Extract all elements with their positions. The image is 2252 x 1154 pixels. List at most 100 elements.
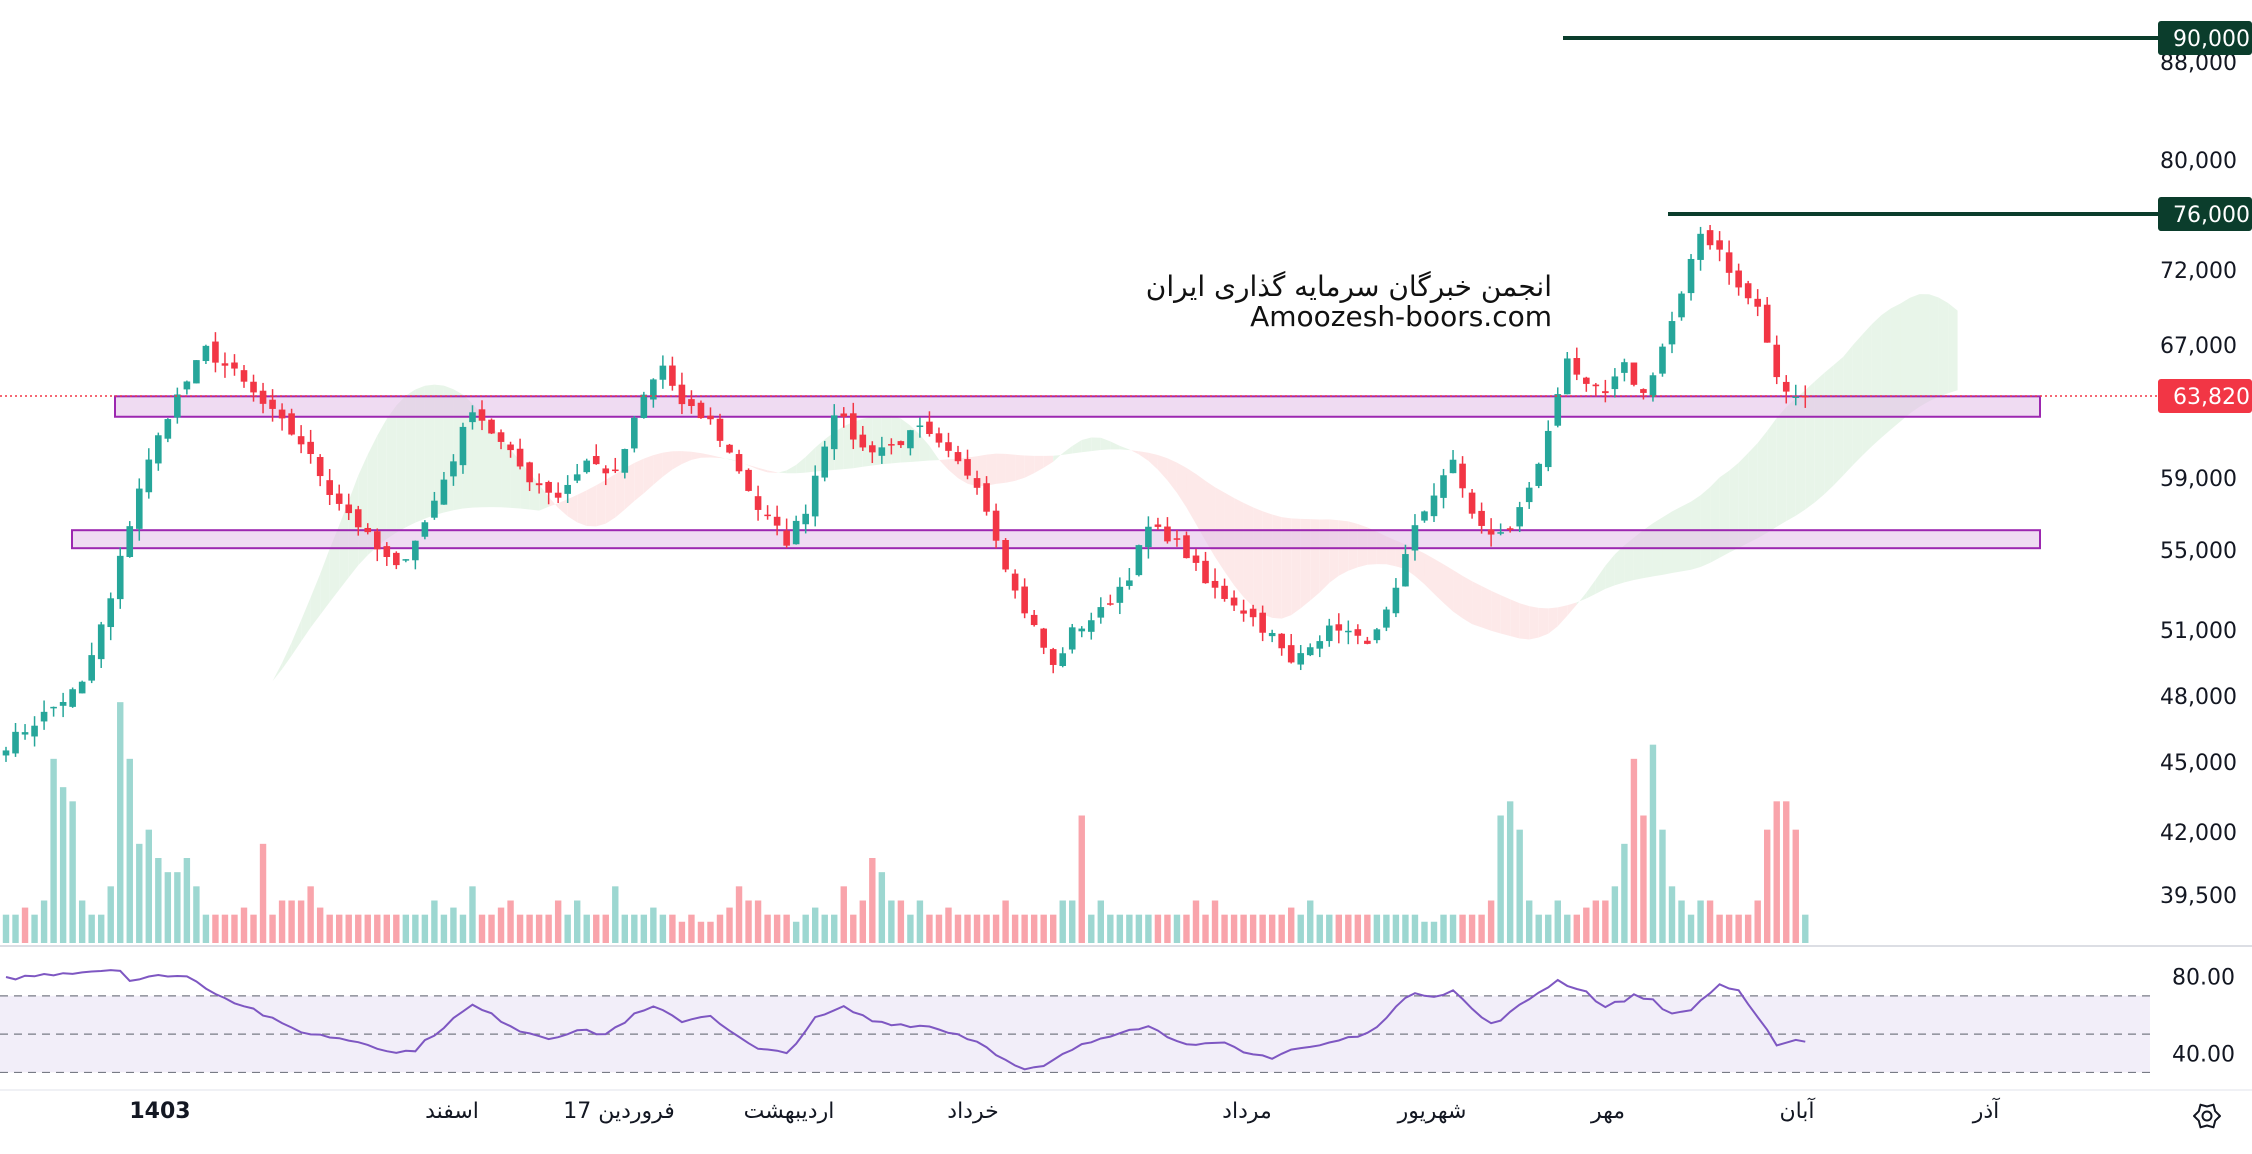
volume-bar — [221, 914, 229, 943]
candle — [421, 520, 429, 540]
candle — [240, 365, 248, 388]
cloud-segment — [1576, 592, 1587, 605]
candle — [1649, 372, 1657, 402]
volume-bar — [716, 914, 724, 943]
cloud-segment — [1015, 454, 1025, 481]
candle-body — [126, 526, 134, 557]
cloud-segment — [634, 458, 644, 502]
candle — [450, 454, 457, 486]
cloud-segment — [558, 499, 568, 517]
volume-bar — [240, 907, 248, 943]
candle — [269, 389, 276, 422]
volume-bar — [583, 914, 590, 943]
cloud-segment — [1776, 407, 1787, 527]
cloud-segment — [158, 741, 168, 751]
candle-body — [1059, 653, 1067, 667]
cloud-segment — [1462, 575, 1473, 625]
candle-body — [1383, 609, 1390, 628]
candle — [621, 448, 629, 479]
candle — [954, 445, 962, 465]
cloud-segment — [1557, 605, 1568, 627]
candle-body — [431, 500, 438, 518]
candle-body — [859, 434, 867, 448]
cloud-segment — [320, 548, 330, 615]
volume-bar — [297, 900, 305, 943]
volume-bar — [202, 914, 210, 943]
candle — [1573, 347, 1581, 381]
candle — [888, 438, 895, 455]
volume-bar — [1478, 914, 1485, 943]
gear-icon[interactable] — [2193, 1103, 2221, 1129]
candle — [783, 518, 790, 549]
volume-bar — [535, 914, 543, 943]
ichimoku-cloud — [158, 294, 1958, 751]
candle — [88, 642, 95, 684]
volume-bar — [697, 921, 705, 943]
volume-bar — [707, 921, 714, 943]
candle — [412, 540, 419, 570]
time-tick-label: خرداد — [947, 1099, 998, 1124]
cloud-segment — [186, 730, 197, 736]
time-axis[interactable]: 1403 اسفند 17 فروردین اردیبهشت خرداد مرداد شهر… — [0, 1089, 2252, 1129]
candle-body — [821, 446, 829, 478]
volume-bar — [1373, 914, 1381, 943]
volume-bar — [1783, 801, 1790, 943]
cloud-segment — [681, 451, 692, 464]
volume-bar — [669, 914, 676, 943]
candle — [183, 380, 191, 395]
cloud-segment — [891, 415, 901, 464]
price-axis[interactable]: 88,000 80,000 72,000 67,000 59,000 55,000 51,0… — [0, 21, 2252, 947]
volume-bar — [1307, 900, 1314, 943]
level-badge — [2158, 21, 2252, 55]
candle-body — [478, 409, 486, 421]
candle-body — [1164, 526, 1171, 542]
volume-bar — [1430, 921, 1438, 943]
cloud-segment — [310, 573, 321, 628]
candle-body — [973, 478, 981, 488]
candle-body — [78, 681, 86, 694]
volume-bar — [269, 914, 276, 943]
candle — [193, 360, 200, 384]
candle-body — [1087, 620, 1095, 632]
candle — [811, 465, 819, 527]
candle-body — [621, 449, 629, 473]
volume-bar — [1592, 900, 1600, 943]
volume-bar — [1487, 900, 1495, 943]
volume-bar — [907, 914, 914, 943]
candle — [1421, 510, 1428, 523]
candle-body — [1763, 304, 1771, 343]
candle-body — [1668, 321, 1676, 345]
volume-bar — [954, 914, 962, 943]
cloud-segment — [596, 479, 606, 527]
candle — [1563, 352, 1571, 395]
candle — [50, 706, 57, 717]
candle — [1678, 291, 1685, 321]
cloud-segment — [1081, 437, 1092, 453]
candle-body — [335, 493, 343, 504]
candle — [1468, 489, 1476, 519]
candle-body — [611, 469, 619, 472]
volume-bar — [307, 886, 314, 943]
cloud-segment — [1453, 570, 1463, 619]
candle-body — [297, 436, 305, 445]
cloud-segment — [986, 453, 997, 486]
cloud-segment — [196, 726, 206, 731]
cloud-segment — [1100, 437, 1111, 450]
volume-bar — [726, 907, 733, 943]
cloud-segment — [624, 462, 635, 510]
cloud-segment — [1196, 474, 1206, 541]
volume-bar — [507, 900, 514, 943]
candle-body — [88, 655, 95, 681]
candle-body — [421, 522, 429, 537]
volume-bar — [802, 914, 809, 943]
candle-body — [97, 624, 105, 660]
candle-body — [1592, 384, 1600, 387]
volume-bar — [1659, 829, 1666, 943]
volume-bar — [1640, 815, 1647, 943]
volume-bar — [1687, 914, 1695, 943]
volume-bar — [1516, 829, 1523, 943]
price-tick-label: 67,000 — [2160, 334, 2237, 359]
candle-body — [1754, 298, 1761, 307]
